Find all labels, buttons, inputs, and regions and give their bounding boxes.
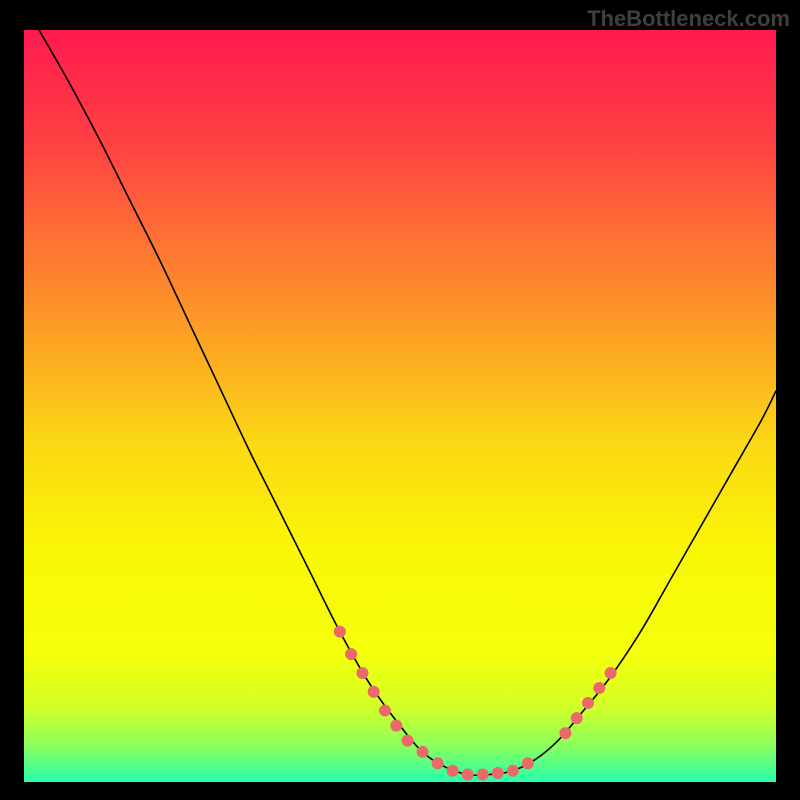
data-point: [334, 626, 345, 637]
chart-container: TheBottleneck.com: [0, 0, 800, 800]
data-point: [432, 758, 443, 769]
watermark-text: TheBottleneck.com: [587, 6, 790, 32]
data-point: [492, 767, 503, 778]
data-point: [368, 686, 379, 697]
data-point: [477, 769, 488, 780]
data-point: [560, 728, 571, 739]
data-point: [417, 746, 428, 757]
data-point: [583, 698, 594, 709]
data-point: [462, 769, 473, 780]
data-point: [522, 758, 533, 769]
data-point: [346, 649, 357, 660]
data-point: [391, 720, 402, 731]
plot-background: [24, 30, 776, 782]
plot-area: [24, 30, 776, 782]
data-point: [379, 705, 390, 716]
data-point: [594, 683, 605, 694]
data-point: [605, 667, 616, 678]
data-point: [357, 667, 368, 678]
data-point: [571, 713, 582, 724]
chart-svg: [24, 30, 776, 782]
data-point: [447, 765, 458, 776]
data-point: [507, 765, 518, 776]
data-point: [402, 735, 413, 746]
